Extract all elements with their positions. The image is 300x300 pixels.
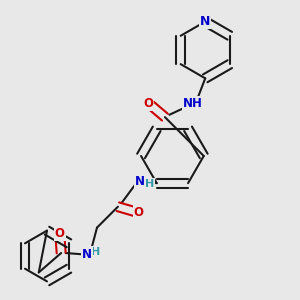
Text: N: N — [82, 248, 92, 261]
Text: O: O — [55, 227, 65, 240]
Text: H: H — [91, 247, 100, 257]
Text: NH: NH — [183, 97, 203, 110]
Text: H: H — [145, 179, 154, 189]
Text: O: O — [134, 206, 144, 219]
Text: N: N — [135, 175, 145, 188]
Text: O: O — [143, 97, 154, 110]
Text: N: N — [200, 15, 210, 28]
